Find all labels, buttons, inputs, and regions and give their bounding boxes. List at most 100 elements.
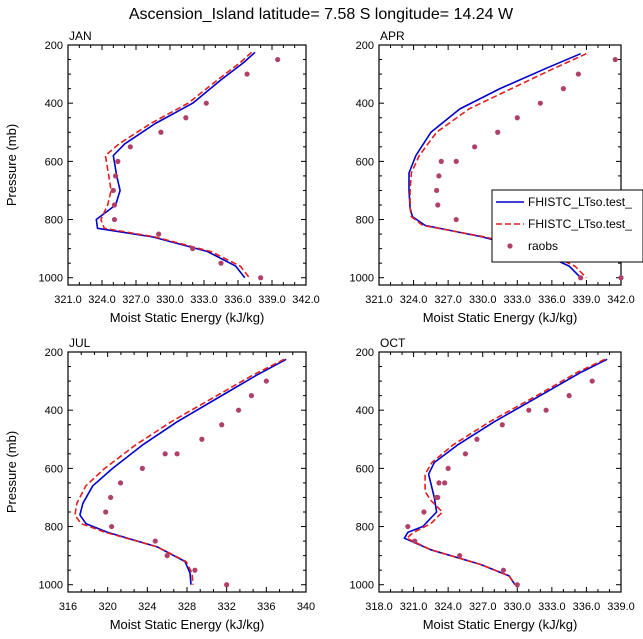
plot-frame — [67, 44, 307, 286]
x-tick-label: 321.0 — [365, 294, 393, 306]
y-tick-label: 200 — [45, 40, 63, 52]
raobs-point — [158, 129, 164, 135]
y-tick-label: 600 — [356, 156, 374, 168]
y-tick-label: 400 — [356, 98, 374, 110]
panel-title: APR — [380, 29, 405, 43]
raobs-point — [412, 538, 418, 544]
raobs-point — [445, 465, 451, 471]
raobs-point — [474, 436, 480, 442]
y-tick-label: 400 — [356, 405, 374, 417]
raobs-point — [566, 393, 572, 399]
raobs-point — [219, 422, 225, 428]
raobs-point — [275, 56, 281, 63]
raobs-point — [462, 451, 469, 457]
x-axis-label: Moist Static Energy (kJ/kg) — [110, 310, 265, 325]
raobs-point — [436, 173, 442, 179]
y-tick-label: 800 — [356, 522, 374, 534]
x-tick-label: 336.0 — [224, 294, 252, 306]
y-tick-label: 800 — [45, 522, 63, 534]
x-axis-label: Moist Static Energy (kJ/kg) — [110, 617, 265, 632]
x-tick-label: 339.0 — [258, 294, 286, 306]
x-tick-label: 339.0 — [607, 601, 635, 613]
raobs-point — [436, 480, 442, 486]
raobs-point — [164, 553, 170, 559]
legend-label: FHISTC_LTso.test_ — [528, 217, 632, 231]
raobs-point — [103, 509, 109, 515]
raobs-point — [560, 86, 566, 92]
x-tick-label: 342.0 — [292, 294, 320, 306]
y-tick-label: 1000 — [39, 273, 63, 285]
series-line-dashed — [100, 51, 253, 279]
raobs-point — [113, 173, 119, 179]
raobs-point — [139, 465, 145, 471]
series-line-solid — [79, 358, 287, 585]
series-line-dashed — [74, 358, 285, 585]
x-tick-label: 330.0 — [156, 294, 184, 306]
raobs-point — [442, 480, 448, 486]
panel-title: OCT — [380, 336, 406, 350]
y-tick-label: 1000 — [350, 580, 374, 592]
x-tick-label: 327.0 — [469, 601, 497, 613]
raobs-point — [111, 216, 118, 223]
y-tick-label: 600 — [45, 463, 63, 475]
x-tick-label: 333.0 — [190, 294, 218, 306]
y-tick-label: 800 — [45, 215, 63, 227]
raobs-point — [183, 115, 189, 121]
x-tick-label: 318.0 — [365, 601, 393, 613]
raobs-point — [457, 553, 463, 559]
y-tick-label: 200 — [356, 40, 374, 52]
raobs-point — [405, 523, 411, 530]
x-tick-label: 327.0 — [434, 294, 462, 306]
raobs-point — [434, 494, 440, 501]
legend-marker-dot — [507, 243, 513, 249]
y-tick-label: 400 — [45, 405, 63, 417]
raobs-point — [472, 144, 478, 150]
raobs-point — [499, 422, 505, 428]
raobs-point — [453, 158, 459, 164]
raobs-point — [109, 523, 115, 530]
series-line-dashed — [405, 358, 606, 586]
x-tick-label: 328 — [178, 601, 196, 613]
panel-title: JUL — [69, 336, 91, 350]
raobs-point — [438, 158, 444, 164]
x-tick-label: 339.0 — [573, 294, 601, 306]
panel-top-right: 321.0 324.0 327.0 330.0 333.0 336.0 339.0 342.0… — [350, 29, 635, 325]
raobs-point — [218, 260, 224, 266]
raobs-point — [235, 407, 242, 413]
legend: FHISTC_LTso.test_ FHISTC_LTso.test_raobs — [491, 189, 643, 263]
raobs-point — [543, 407, 549, 413]
x-tick-label: 327.0 — [122, 294, 150, 306]
raobs-point — [263, 378, 269, 384]
raobs-point — [224, 582, 230, 588]
x-tick-label: 316 — [59, 601, 77, 613]
x-tick-label: 324.0 — [88, 294, 116, 306]
raobs-point — [190, 246, 196, 252]
raobs-point — [514, 115, 520, 121]
y-tick-label: 600 — [45, 156, 63, 168]
y-axis-label: Pressure (mb) — [4, 124, 19, 206]
raobs-point — [589, 378, 595, 384]
raobs-point — [495, 129, 501, 135]
legend-label: FHISTC_LTso.test_ — [528, 195, 632, 209]
raobs-point — [514, 582, 520, 588]
panel-bottom-left: 316 320 324 328 332 336 340 200 400 600 800 1000 JUL… — [4, 336, 315, 632]
y-tick-label: 600 — [356, 463, 374, 475]
legend-label: raobs — [528, 239, 558, 253]
raobs-point — [526, 407, 532, 413]
y-axis-label: Pressure (mb) — [4, 431, 19, 513]
raobs-point — [453, 216, 459, 223]
plot-frame — [67, 351, 307, 593]
raobs-point — [192, 567, 198, 573]
x-tick-label: 333.0 — [538, 601, 566, 613]
raobs-point — [244, 71, 250, 77]
y-tick-label: 400 — [45, 98, 63, 110]
figure-title: Ascension_Island latitude= 7.58 S longit… — [129, 6, 514, 23]
raobs-point — [156, 231, 162, 237]
y-tick-label: 800 — [356, 215, 374, 227]
x-tick-label: 332 — [217, 601, 235, 613]
raobs-point — [537, 100, 543, 106]
x-tick-label: 340 — [297, 601, 315, 613]
raobs-point — [421, 509, 427, 515]
raobs-point — [203, 100, 209, 106]
